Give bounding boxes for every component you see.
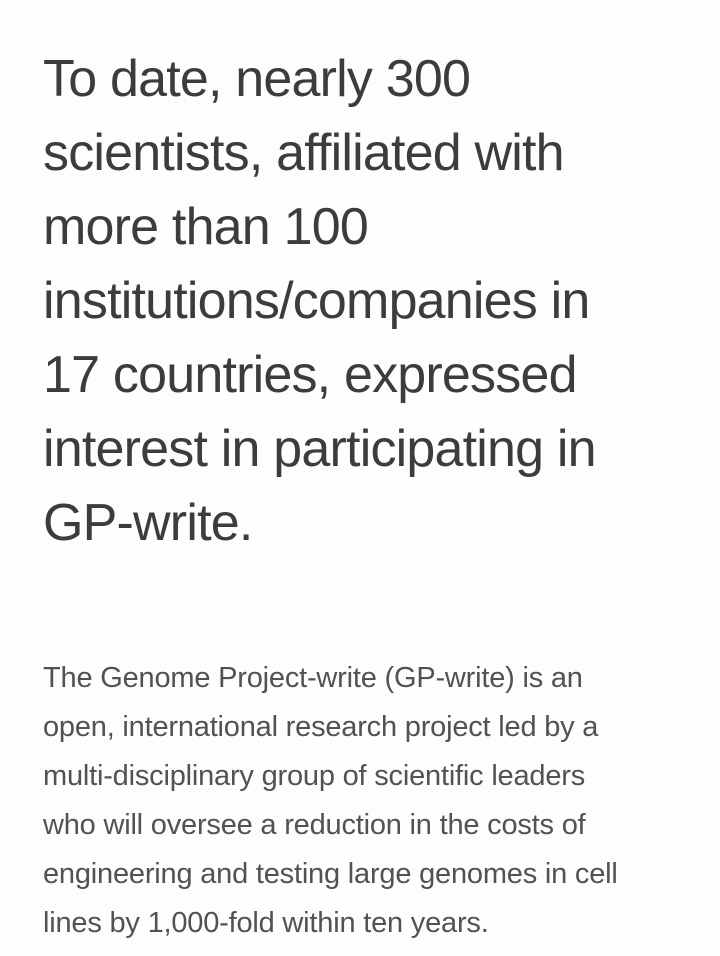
paragraph-line: open, international research project led…	[43, 711, 599, 743]
heading-line: more than 100	[43, 198, 369, 256]
paragraph-line: multi-disciplinary group of scientific l…	[43, 760, 586, 792]
paragraph-line: lines by 1,000-fold within ten years.	[43, 907, 489, 939]
heading-line: To date, nearly 300	[43, 50, 471, 108]
heading-line: scientists, affiliated with	[43, 124, 565, 182]
paragraph-line: who will oversee a reduction in the cost…	[43, 809, 586, 841]
intro-paragraph: The Genome Project-write (GP-write) is a…	[43, 654, 618, 948]
page-title: To date, nearly 300 scientists, affiliat…	[43, 42, 597, 560]
paragraph-line: The Genome Project-write (GP-write) is a…	[43, 662, 583, 694]
heading-line: institutions/companies in	[43, 272, 590, 330]
heading-line: 17 countries, expressed	[43, 346, 578, 404]
paragraph-line: engineering and testing large genomes in…	[43, 858, 618, 890]
heading-line: interest in participating in	[43, 420, 597, 478]
heading-line: GP-write.	[43, 494, 253, 552]
